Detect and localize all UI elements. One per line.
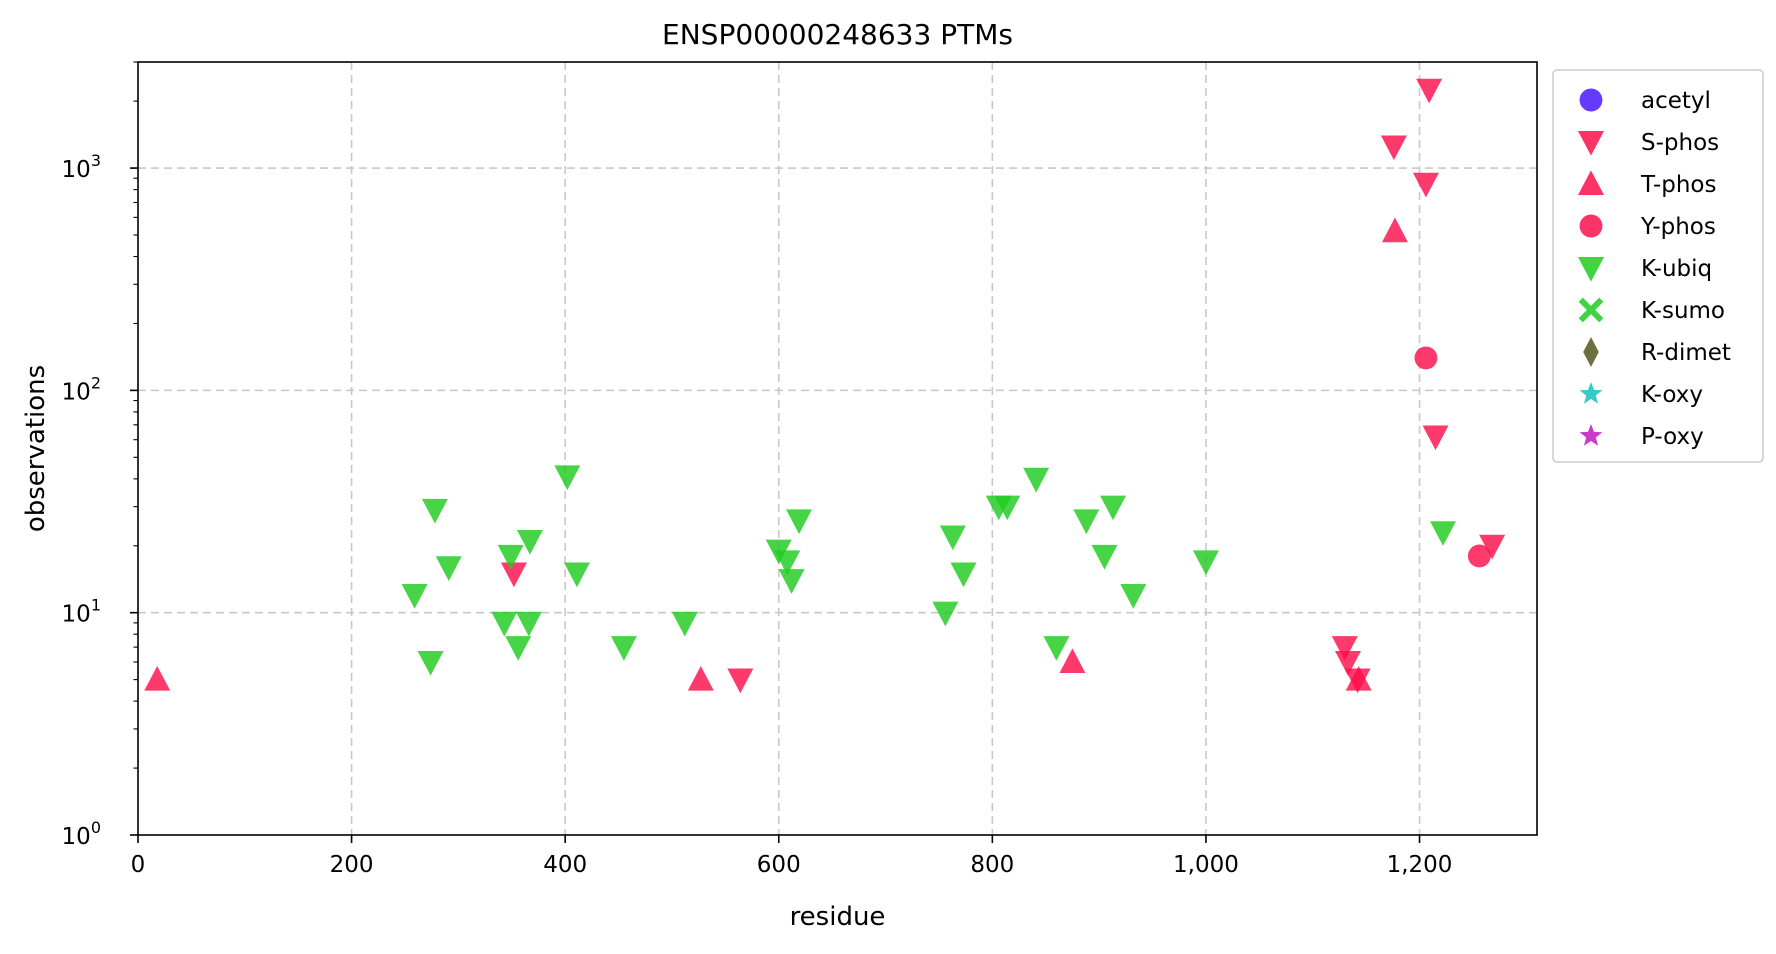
data-point-k-ubiq (1073, 509, 1100, 535)
data-point-k-ubiq (417, 650, 444, 676)
x-tick-label: 600 (757, 852, 801, 878)
data-point-k-ubiq (950, 562, 977, 588)
data-point-k-ubiq (421, 498, 448, 524)
y-tick-label: 100 (62, 818, 101, 850)
data-point-k-ubiq (554, 465, 581, 491)
legend-marker-k-oxy (1579, 382, 1603, 404)
data-point-s-phos (1412, 172, 1439, 198)
data-point-k-ubiq (491, 611, 518, 637)
data-point-y-phos (1414, 346, 1438, 370)
data-point-k-ubiq (515, 611, 542, 637)
data-point-k-ubiq (1091, 544, 1118, 570)
data-point-k-ubiq (1120, 584, 1147, 609)
data-point-k-ubiq (497, 544, 524, 570)
data-point-k-ubiq (1430, 521, 1457, 546)
data-points (144, 78, 1506, 694)
data-point-s-phos (1416, 78, 1443, 104)
legend-label-t-phos: T-phos (1640, 172, 1716, 198)
legend-label-p-oxy: P-oxy (1641, 424, 1704, 450)
data-point-k-ubiq (994, 495, 1021, 521)
data-point-k-ubiq (778, 569, 805, 594)
x-tick-label: 1,200 (1387, 852, 1453, 878)
legend-label-r-dimet: R-dimet (1641, 340, 1731, 366)
legend-marker-acetyl (1579, 88, 1603, 112)
legend-frame (1552, 69, 1764, 463)
data-point-k-ubiq (939, 525, 966, 551)
data-point-k-ubiq (505, 636, 532, 661)
grid (138, 62, 1537, 835)
legend-label-acetyl: acetyl (1641, 88, 1711, 114)
legend-marker-y-phos (1579, 214, 1603, 238)
data-point-t-phos (144, 665, 171, 691)
legend-marker-p-oxy (1579, 424, 1603, 446)
data-point-k-ubiq (1023, 467, 1050, 493)
data-point-y-phos (1467, 544, 1491, 568)
y-tick-label: 103 (62, 151, 101, 183)
legend-marker-k-sumo (1578, 297, 1604, 323)
x-tick-label: 400 (543, 852, 587, 878)
legend: acetyl S-phos T-phos Y-phos K-ubiq K-sumo R-di… (1552, 69, 1764, 463)
legend-label-k-oxy: K-oxy (1641, 382, 1703, 408)
legend-label-s-phos: S-phos (1641, 130, 1719, 156)
data-point-s-phos (1334, 650, 1361, 676)
y-tick-label: 102 (62, 373, 101, 405)
legend-label-y-phos: Y-phos (1640, 214, 1716, 240)
data-point-s-phos (1380, 135, 1407, 161)
data-point-k-ubiq (774, 550, 801, 576)
x-tick-label: 200 (330, 852, 374, 878)
data-point-k-ubiq (1043, 636, 1070, 661)
data-point-t-phos (1381, 217, 1408, 243)
axes: 0 200 400 600 800 1,000 1,200 100 101 102 103 (62, 61, 1453, 878)
data-point-s-phos (727, 668, 754, 694)
data-point-k-ubiq (1192, 550, 1219, 576)
data-point-k-ubiq (610, 636, 637, 661)
data-point-k-ubiq (786, 509, 813, 535)
legend-label-k-ubiq: K-ubiq (1641, 256, 1712, 282)
data-point-s-phos (1331, 636, 1358, 661)
chart-title: ENSP00000248633 PTMs (662, 18, 1013, 51)
data-point-s-phos (500, 562, 527, 588)
data-point-k-ubiq (516, 530, 543, 555)
data-point-k-ubiq (563, 562, 590, 588)
y-tick-label: 101 (62, 596, 101, 628)
data-point-k-ubiq (671, 611, 698, 637)
data-point-k-ubiq (932, 601, 959, 627)
data-point-t-phos (1059, 648, 1086, 674)
x-tick-label: 1,000 (1173, 852, 1239, 878)
x-axis-title: residue (790, 902, 886, 932)
y-axis-title: observations (21, 365, 51, 532)
x-tick-label: 800 (970, 852, 1014, 878)
x-tick-label: 0 (131, 852, 146, 878)
data-point-t-phos (687, 665, 714, 691)
data-point-t-phos (1345, 665, 1372, 691)
data-point-s-phos (1479, 534, 1506, 560)
legend-marker-t-phos (1578, 170, 1604, 196)
data-point-k-ubiq (401, 584, 428, 609)
plot-frame (137, 61, 1538, 836)
legend-label-k-sumo: K-sumo (1641, 298, 1725, 324)
data-point-k-ubiq (435, 556, 462, 581)
legend-marker-k-ubiq (1578, 256, 1604, 282)
data-point-s-phos (1422, 425, 1449, 451)
legend-marker-r-dimet (1583, 337, 1599, 367)
legend-marker-s-phos (1578, 130, 1604, 156)
data-point-k-ubiq (1100, 495, 1127, 521)
